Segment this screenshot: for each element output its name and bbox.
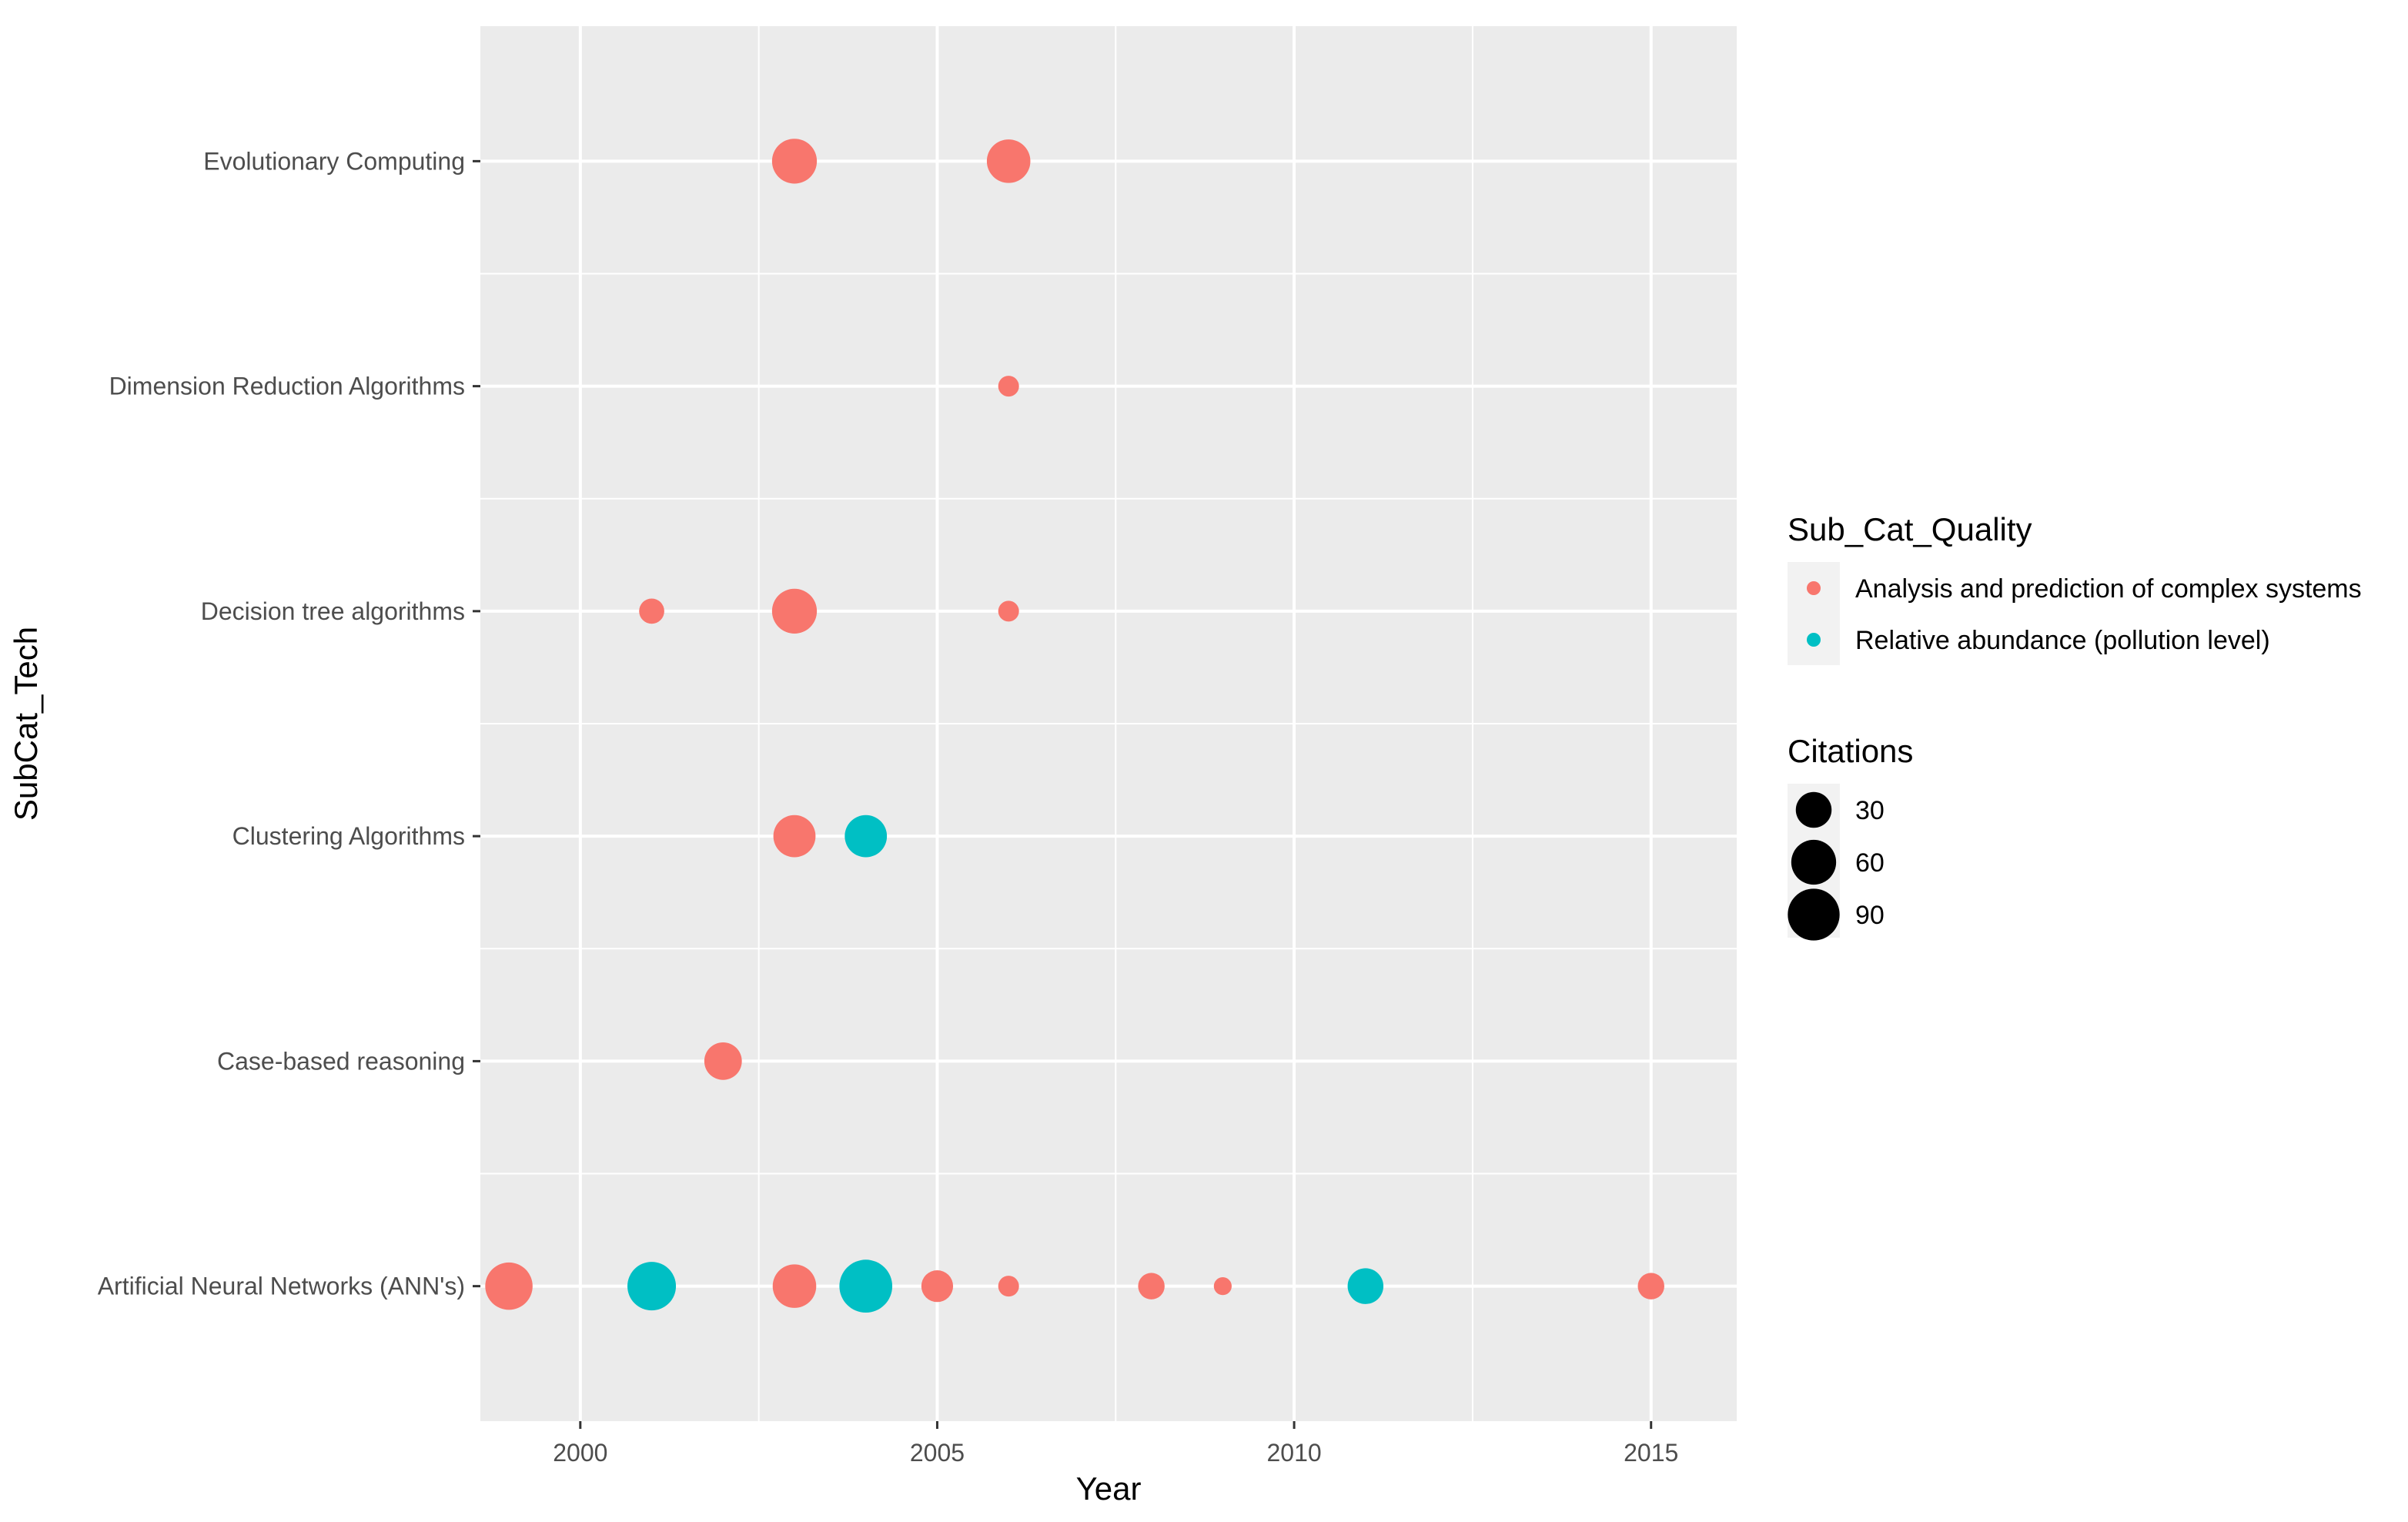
- minor-gridlines: [480, 26, 1737, 1421]
- y-tick-label: Case-based reasoning: [217, 1047, 465, 1075]
- color-legend-title: Sub_Cat_Quality: [1788, 511, 2032, 547]
- y-axis: Artificial Neural Networks (ANN's) Case-b…: [98, 147, 480, 1300]
- data-point: [986, 139, 1031, 183]
- size-legend-key: [1795, 791, 1832, 828]
- data-point: [998, 1276, 1019, 1297]
- size-legend-key: [1791, 839, 1837, 885]
- data-point: [773, 815, 816, 858]
- data-point: [485, 1262, 533, 1310]
- size-legend-key: [1788, 888, 1840, 941]
- data-point: [771, 588, 818, 634]
- size-legend-title: Citations: [1788, 733, 1913, 769]
- data-point: [627, 1262, 677, 1311]
- x-tick-label: 2010: [1266, 1439, 1321, 1467]
- major-gridlines: [480, 26, 1737, 1421]
- data-point: [639, 598, 664, 624]
- data-point: [771, 139, 818, 184]
- data-point: [1637, 1273, 1664, 1300]
- x-tick-label: 2005: [910, 1439, 965, 1467]
- data-point: [1213, 1277, 1232, 1296]
- data-point: [998, 600, 1019, 622]
- color-legend-key: [1807, 581, 1821, 595]
- y-tick-label: Dimension Reduction Algorithms: [109, 373, 465, 400]
- color-legend-label: Relative abundance (pollution level): [1855, 626, 2270, 655]
- x-tick-label: 2015: [1624, 1439, 1678, 1467]
- data-point: [704, 1042, 742, 1080]
- data-point: [1347, 1268, 1384, 1304]
- x-axis: 2000 2005 2010 2015: [553, 1421, 1678, 1467]
- x-tick-label: 2000: [553, 1439, 607, 1467]
- y-tick-label: Artificial Neural Networks (ANN's): [98, 1273, 465, 1300]
- data-point: [1138, 1273, 1165, 1300]
- y-axis-title: SubCat_Tech: [8, 627, 44, 821]
- size-legend-label: 60: [1855, 848, 1885, 878]
- data-points: [485, 139, 1664, 1313]
- color-legend-key: [1807, 633, 1821, 647]
- color-legend-key-background: [1788, 562, 1840, 665]
- data-point: [998, 376, 1019, 397]
- x-axis-title: Year: [1076, 1470, 1142, 1507]
- y-tick-label: Decision tree algorithms: [201, 597, 465, 625]
- data-point: [844, 815, 888, 858]
- y-tick-label: Clustering Algorithms: [232, 822, 465, 850]
- y-tick-label: Evolutionary Computing: [203, 147, 465, 175]
- color-legend-label: Analysis and prediction of complex syste…: [1855, 574, 2362, 604]
- size-legend-label: 30: [1855, 796, 1885, 825]
- data-point: [839, 1259, 893, 1313]
- color-legend: Sub_Cat_Quality Analysis and prediction …: [1788, 511, 2362, 665]
- data-point: [772, 1264, 817, 1308]
- size-legend: Citations 30 60 90: [1788, 733, 1913, 941]
- data-point: [921, 1270, 954, 1303]
- size-legend-label: 90: [1855, 901, 1885, 930]
